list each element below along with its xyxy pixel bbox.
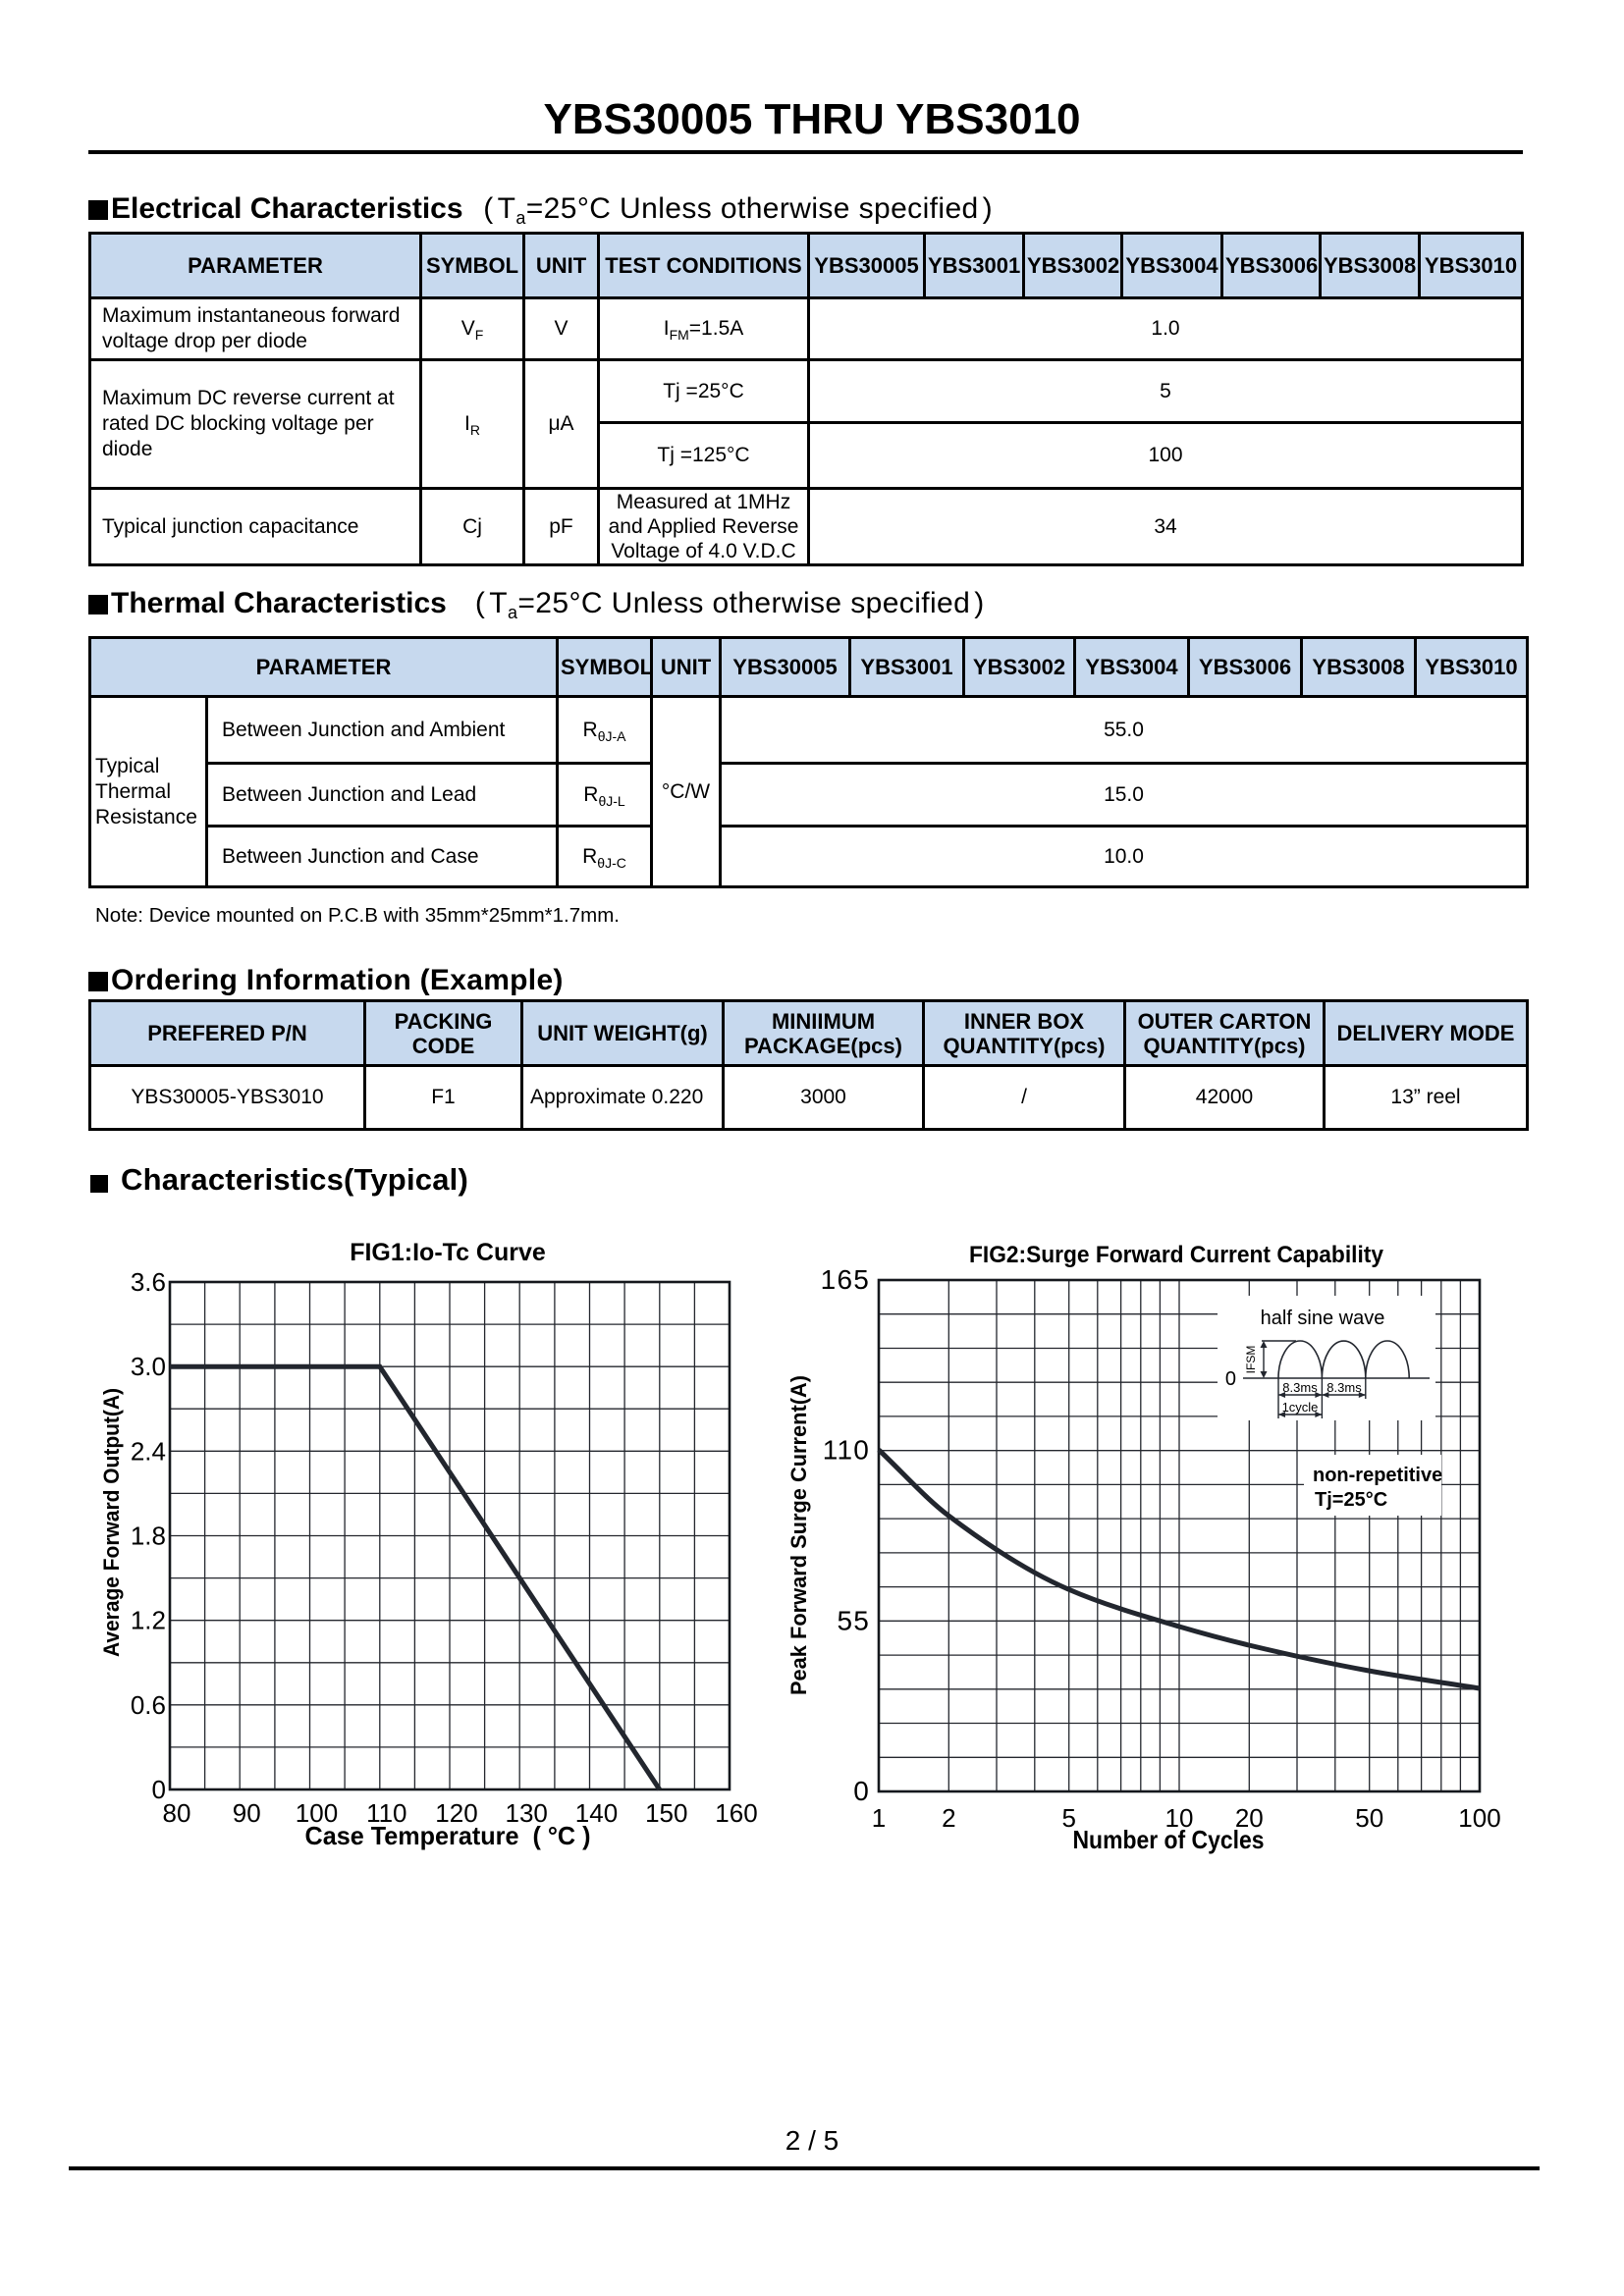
svg-text:1.2: 1.2 <box>131 1606 166 1635</box>
svg-text:0: 0 <box>152 1775 166 1804</box>
svg-text:50: 50 <box>1355 1803 1383 1833</box>
svg-text:2: 2 <box>942 1803 955 1833</box>
svg-text:8.3ms: 8.3ms <box>1282 1380 1318 1395</box>
svg-text:10: 10 <box>1165 1803 1194 1833</box>
svg-text:non-repetitive: non-repetitive <box>1313 1465 1442 1486</box>
svg-text:1: 1 <box>872 1803 886 1833</box>
svg-text:FIG2:Surge Forward Current Cap: FIG2:Surge Forward Current Capability <box>969 1242 1384 1268</box>
svg-text:110: 110 <box>366 1798 406 1828</box>
svg-text:Case Temperature ( °C ): Case Temperature ( °C ) <box>305 1821 591 1850</box>
svg-text:100: 100 <box>296 1798 338 1828</box>
svg-text:20: 20 <box>1235 1803 1264 1833</box>
svg-text:Number of Cycles: Number of Cycles <box>1073 1825 1265 1854</box>
svg-text:1cycle: 1cycle <box>1282 1400 1319 1415</box>
svg-text:3.0: 3.0 <box>131 1352 166 1381</box>
svg-text:8.3ms: 8.3ms <box>1326 1380 1362 1395</box>
svg-text:90: 90 <box>233 1798 261 1828</box>
svg-text:0.6: 0.6 <box>131 1690 166 1720</box>
svg-text:150: 150 <box>645 1798 687 1828</box>
svg-text:140: 140 <box>575 1798 618 1828</box>
svg-text:0: 0 <box>1225 1368 1236 1390</box>
svg-text:130: 130 <box>506 1798 548 1828</box>
svg-text:80: 80 <box>163 1798 191 1828</box>
svg-text:110: 110 <box>823 1435 870 1466</box>
svg-text:160: 160 <box>715 1798 757 1828</box>
svg-text:IFSM: IFSM <box>1244 1346 1258 1374</box>
svg-text:0: 0 <box>853 1776 870 1806</box>
svg-text:165: 165 <box>821 1264 870 1295</box>
svg-text:120: 120 <box>435 1798 477 1828</box>
svg-text:Average Forward Output(A): Average Forward Output(A) <box>99 1388 124 1657</box>
svg-text:3.6: 3.6 <box>131 1267 166 1297</box>
svg-text:5: 5 <box>1061 1803 1075 1833</box>
svg-text:2.4: 2.4 <box>131 1436 166 1466</box>
svg-text:1.8: 1.8 <box>131 1522 166 1551</box>
svg-text:55: 55 <box>837 1605 870 1635</box>
svg-text:Tj=25°C: Tj=25°C <box>1315 1489 1387 1511</box>
svg-text:100: 100 <box>1458 1803 1500 1833</box>
svg-text:half sine wave: half sine wave <box>1261 1308 1385 1329</box>
svg-text:Peak Forward Surge Current(A): Peak Forward Surge Current(A) <box>786 1375 811 1695</box>
svg-text:FIG1:Io-Tc Curve: FIG1:Io-Tc Curve <box>350 1239 546 1266</box>
